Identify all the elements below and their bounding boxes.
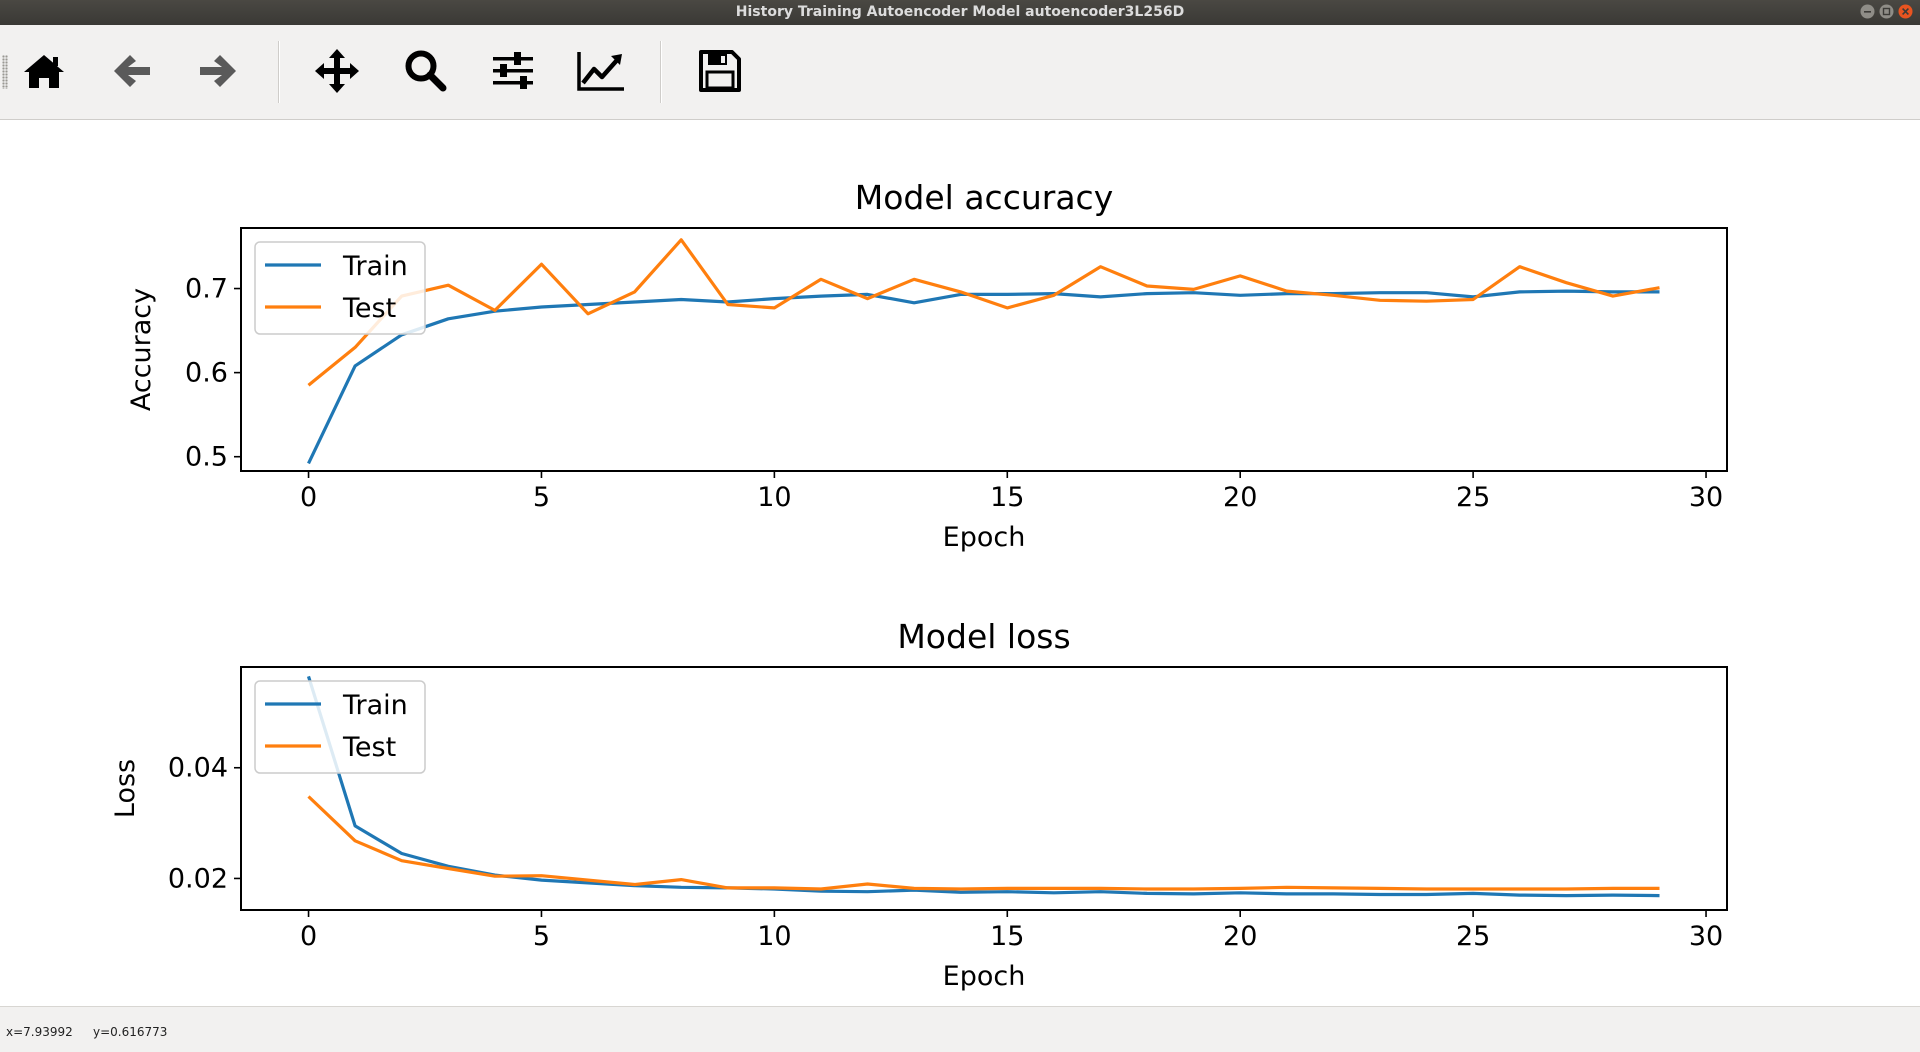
close-button[interactable] — [1898, 4, 1913, 19]
home-icon — [24, 55, 64, 88]
accuracy-legend-label-train: Train — [342, 251, 408, 282]
loss-xtick-label: 10 — [757, 921, 791, 952]
loss-xtick-label: 5 — [533, 921, 550, 952]
loss-xtick-label: 15 — [990, 921, 1024, 952]
accuracy-xtick-label: 0 — [300, 482, 317, 513]
customize-button[interactable] — [573, 43, 629, 99]
back-button[interactable] — [104, 43, 160, 99]
cursor-x-readout: x=7.93992 — [6, 1025, 73, 1039]
accuracy-ytick-label: 0.6 — [185, 358, 228, 389]
accuracy-xtick-label: 15 — [990, 482, 1024, 513]
toolbar-separator — [660, 41, 662, 103]
accuracy-yaxis-label: Accuracy — [126, 288, 157, 411]
loss-legend-label-train: Train — [342, 690, 408, 721]
accuracy-xaxis-label: Epoch — [943, 522, 1026, 553]
accuracy-series-test-line — [307, 238, 1660, 387]
sliders-icon — [493, 52, 533, 89]
navigation-toolbar — [0, 25, 1920, 120]
arrow-left-icon — [114, 55, 150, 87]
save-button[interactable] — [692, 43, 748, 99]
loss-chart-title: Model loss — [897, 617, 1070, 656]
toolbar-grip[interactable] — [2, 55, 8, 89]
figure-canvas[interactable]: Model accuracy 0 5 10 15 20 25 30 0.5 0.6 0.7 Epoch… — [0, 120, 1920, 1006]
accuracy-axes-frame — [240, 227, 1728, 472]
loss-xaxis-label: Epoch — [943, 961, 1026, 992]
loss-xtick-label: 20 — [1223, 921, 1257, 952]
magnifier-icon — [405, 50, 447, 92]
loss-yaxis-label: Loss — [110, 759, 141, 818]
loss-ytick-label: 0.04 — [168, 753, 228, 784]
loss-ytick-label: 0.02 — [168, 863, 228, 894]
toolbar-separator — [278, 41, 280, 103]
figure-svg[interactable]: Model accuracy 0 5 10 15 20 25 30 0.5 0.6 0.7 Epoch… — [0, 120, 1920, 1006]
accuracy-xtick-label: 5 — [533, 482, 550, 513]
accuracy-legend-label-test: Test — [342, 293, 396, 324]
accuracy-xtick-label: 30 — [1689, 482, 1723, 513]
minimize-button[interactable] — [1860, 4, 1875, 19]
maximize-icon — [1879, 4, 1894, 19]
loss-legend-label-test: Test — [342, 732, 396, 763]
accuracy-xtick-label: 10 — [757, 482, 791, 513]
floppy-disk-icon — [699, 50, 741, 92]
zoom-button[interactable] — [398, 43, 454, 99]
loss-xtick-label: 0 — [300, 921, 317, 952]
move-icon — [315, 49, 359, 93]
accuracy-ytick-label: 0.7 — [185, 274, 228, 305]
accuracy-ytick-label: 0.5 — [185, 442, 228, 473]
close-icon — [1898, 4, 1913, 19]
accuracy-series-train-line — [307, 289, 1660, 465]
cursor-y-readout: y=0.616773 — [93, 1025, 168, 1039]
window-titlebar: History Training Autoencoder Model autoe… — [0, 0, 1920, 25]
forward-button[interactable] — [190, 43, 246, 99]
loss-series-train-line — [306, 675, 1660, 898]
arrow-right-icon — [200, 55, 236, 87]
window-title: History Training Autoencoder Model autoe… — [735, 4, 1185, 20]
home-button[interactable] — [16, 43, 72, 99]
accuracy-chart-title: Model accuracy — [855, 178, 1113, 217]
subplots-button[interactable] — [485, 43, 541, 99]
accuracy-xtick-label: 25 — [1456, 482, 1490, 513]
maximize-button[interactable] — [1879, 4, 1894, 19]
minimize-icon — [1860, 4, 1875, 19]
loss-axes-frame — [240, 666, 1728, 911]
status-bar: x=7.93992 y=0.616773 — [0, 1006, 1920, 1052]
loss-xtick-label: 25 — [1456, 921, 1490, 952]
pan-button[interactable] — [309, 43, 365, 99]
accuracy-xtick-label: 20 — [1223, 482, 1257, 513]
loss-xtick-label: 30 — [1689, 921, 1723, 952]
line-chart-icon — [577, 52, 624, 91]
loss-series-test-line — [307, 795, 1660, 891]
